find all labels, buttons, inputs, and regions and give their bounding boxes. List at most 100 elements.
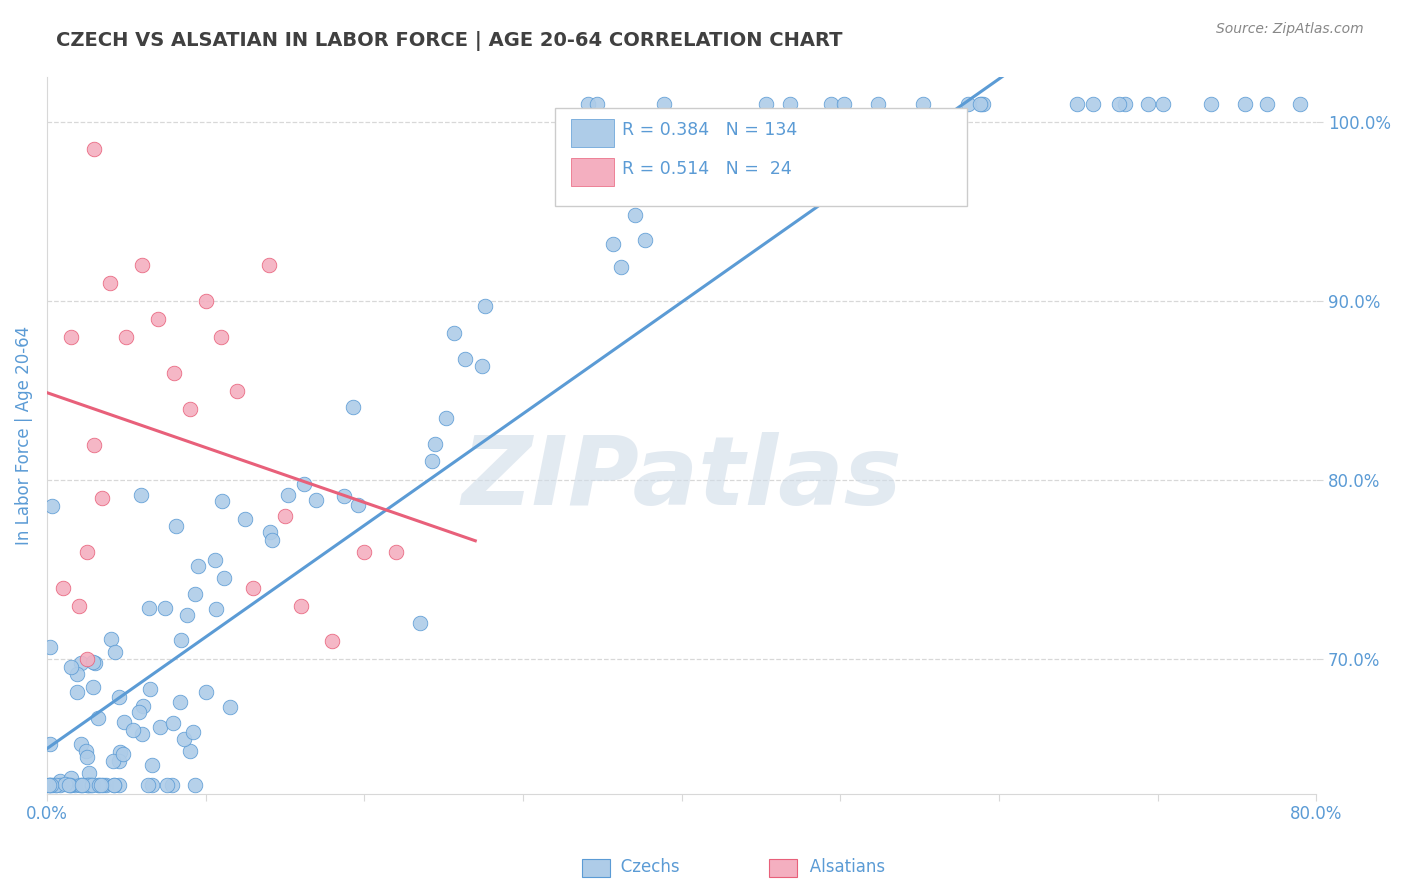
Point (866, 97, 889, 112)
Point (912, 97, 935, 112)
Point (969, 97, 991, 112)
Point (1152, 97, 1174, 112)
Point (39, 778, 62, 792)
Point (610, 260, 633, 275)
Point (111, 747, 134, 761)
Point (233, 512, 256, 526)
Point (82, 778, 104, 792)
Point (305, 493, 328, 508)
Point (259, 525, 281, 540)
Point (132, 698, 155, 713)
Point (39, 778, 62, 792)
Point (332, 489, 354, 503)
Point (131, 259, 153, 273)
Point (353, 545, 375, 559)
Point (69, 778, 91, 792)
Point (173, 731, 195, 746)
Point (195, 685, 218, 699)
Point (321, 634, 343, 648)
Point (194, 294, 217, 309)
Point (108, 690, 131, 705)
Point (41, 499, 63, 513)
Point (91, 778, 114, 792)
Point (60, 778, 83, 792)
Point (242, 581, 264, 595)
Point (1081, 97, 1104, 112)
Point (425, 437, 447, 451)
Point (160, 778, 183, 792)
Point (443, 326, 465, 340)
Point (59, 330, 82, 344)
Point (141, 758, 163, 772)
Point (156, 778, 179, 792)
Point (972, 97, 994, 112)
Point (179, 744, 201, 758)
Point (83, 437, 105, 451)
Point (226, 384, 249, 398)
Point (262, 533, 284, 547)
Point (70, 778, 93, 792)
Point (162, 716, 184, 731)
Point (204, 553, 226, 567)
Point (832, 97, 855, 112)
Point (76, 778, 98, 792)
Point (434, 410, 457, 425)
Point (41, 778, 63, 792)
Point (471, 359, 494, 374)
Point (211, 494, 233, 508)
Point (59, 660, 82, 674)
Point (76, 545, 98, 559)
Point (1234, 97, 1257, 112)
Text: R = 0.384   N = 134: R = 0.384 N = 134 (621, 120, 797, 139)
Point (181, 725, 204, 739)
Point (474, 299, 496, 313)
Text: ZIPatlas: ZIPatlas (461, 432, 901, 525)
Point (170, 632, 193, 647)
Point (187, 559, 209, 574)
Point (149, 720, 172, 734)
Point (209, 330, 232, 344)
Point (45, 778, 67, 792)
Point (103, 754, 125, 768)
Point (129, 488, 152, 502)
Point (104, 645, 127, 659)
Point (274, 509, 297, 524)
Point (82, 680, 104, 694)
Point (66, 667, 89, 681)
Point (219, 700, 242, 714)
Point (163, 366, 186, 380)
Point (633, 233, 655, 247)
Text: Source: ZipAtlas.com: Source: ZipAtlas.com (1216, 22, 1364, 37)
Point (48, 774, 70, 789)
Point (112, 715, 135, 730)
Point (76, 652, 98, 666)
Point (38, 778, 60, 792)
Point (38, 778, 60, 792)
Point (84, 656, 107, 670)
Point (67, 599, 90, 613)
Point (652, 97, 675, 112)
Point (65, 778, 87, 792)
Point (77, 778, 100, 792)
Text: CZECH VS ALSATIAN IN LABOR FORCE | AGE 20-64 CORRELATION CHART: CZECH VS ALSATIAN IN LABOR FORCE | AGE 2… (56, 31, 842, 51)
Point (89, 778, 111, 792)
Point (77, 778, 100, 792)
Point (82, 655, 104, 669)
Point (83, 142, 105, 156)
Point (820, 97, 842, 112)
Point (755, 97, 778, 112)
Point (90, 778, 112, 792)
Point (779, 97, 801, 112)
Point (956, 97, 979, 112)
FancyBboxPatch shape (554, 108, 967, 206)
Point (131, 727, 153, 741)
Point (347, 498, 370, 512)
Point (586, 97, 609, 112)
Point (38, 640, 60, 654)
Point (184, 778, 207, 792)
Point (607, 121, 630, 136)
Point (75, 744, 97, 758)
Point (290, 599, 312, 613)
Point (141, 778, 163, 792)
Point (77, 765, 100, 780)
